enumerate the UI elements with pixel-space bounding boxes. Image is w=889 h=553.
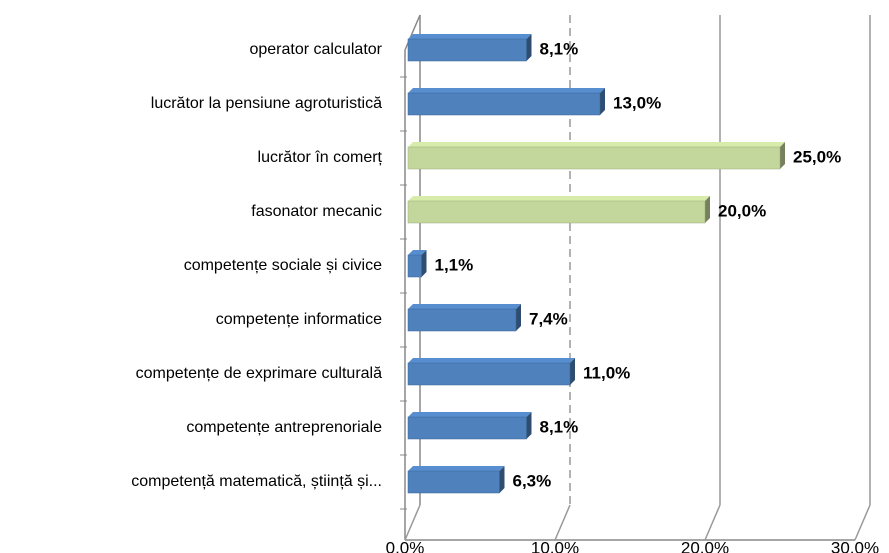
bar-face <box>407 416 527 440</box>
bar-face <box>408 88 605 93</box>
x-tick-label: 30.0% <box>831 538 879 553</box>
bar-face <box>600 88 605 115</box>
x-tick-label: 10.0% <box>531 538 579 553</box>
bar-face <box>408 412 532 417</box>
y-tick-label: competențe informatice <box>216 311 382 328</box>
bar-face <box>499 466 505 493</box>
value-label: 8,1% <box>540 39 579 58</box>
bar-face <box>780 142 785 169</box>
bar-face <box>526 412 532 439</box>
floor-line <box>404 504 421 541</box>
y-tick-label: lucrător la pensiune agroturistică <box>151 95 382 112</box>
y-tick-label: competență matematică, știință și... <box>131 473 382 490</box>
bar-face <box>570 358 575 385</box>
bar <box>407 142 785 170</box>
bar-face <box>705 196 710 223</box>
y-tick-label: operator calculator <box>249 41 382 58</box>
bar-face <box>407 470 500 494</box>
bar-face <box>407 146 781 170</box>
wall-top <box>404 14 421 51</box>
bar-face <box>526 34 532 61</box>
bar-face <box>407 38 527 62</box>
bar <box>407 358 575 386</box>
bar <box>407 466 505 494</box>
bar-face <box>408 466 505 471</box>
bar <box>407 304 521 332</box>
bar <box>407 196 710 224</box>
y-tick-label: competențe de exprimare culturală <box>136 365 382 382</box>
value-label: 7,4% <box>529 309 568 328</box>
bar-face <box>408 358 575 363</box>
bar <box>407 34 532 62</box>
value-label: 13,0% <box>613 93 661 112</box>
bar <box>407 88 605 116</box>
y-tick-label: lucrător în comerț <box>258 149 383 166</box>
bar-face <box>408 34 532 39</box>
x-tick-label: 0.0% <box>386 538 425 553</box>
bar-face <box>516 304 521 331</box>
value-label: 11,0% <box>583 363 630 382</box>
value-label: 25,0% <box>793 147 841 166</box>
y-tick-label: fasonator mecanic <box>251 203 382 220</box>
floor-line <box>704 504 721 541</box>
bar <box>407 412 532 440</box>
bar-face <box>407 308 517 332</box>
y-tick-label: competențe sociale și civice <box>184 257 382 274</box>
bar-face <box>407 92 601 116</box>
value-label: 1,1% <box>435 255 474 274</box>
floor-line <box>554 504 571 541</box>
bar <box>407 250 427 278</box>
bar-face <box>407 200 706 224</box>
bar-face <box>421 250 427 277</box>
bar-face <box>408 142 785 147</box>
y-tick-label: competențe antreprenoriale <box>186 419 382 436</box>
bar-face <box>407 254 422 278</box>
value-label: 20,0% <box>718 201 766 220</box>
value-label: 6,3% <box>513 471 552 490</box>
bar-face <box>407 362 571 386</box>
bar-face <box>408 250 427 255</box>
bar-face <box>408 304 521 309</box>
floor-line <box>854 504 871 541</box>
x-tick-label: 20.0% <box>681 538 729 553</box>
bar-face <box>408 196 710 201</box>
value-label: 8,1% <box>540 417 579 436</box>
